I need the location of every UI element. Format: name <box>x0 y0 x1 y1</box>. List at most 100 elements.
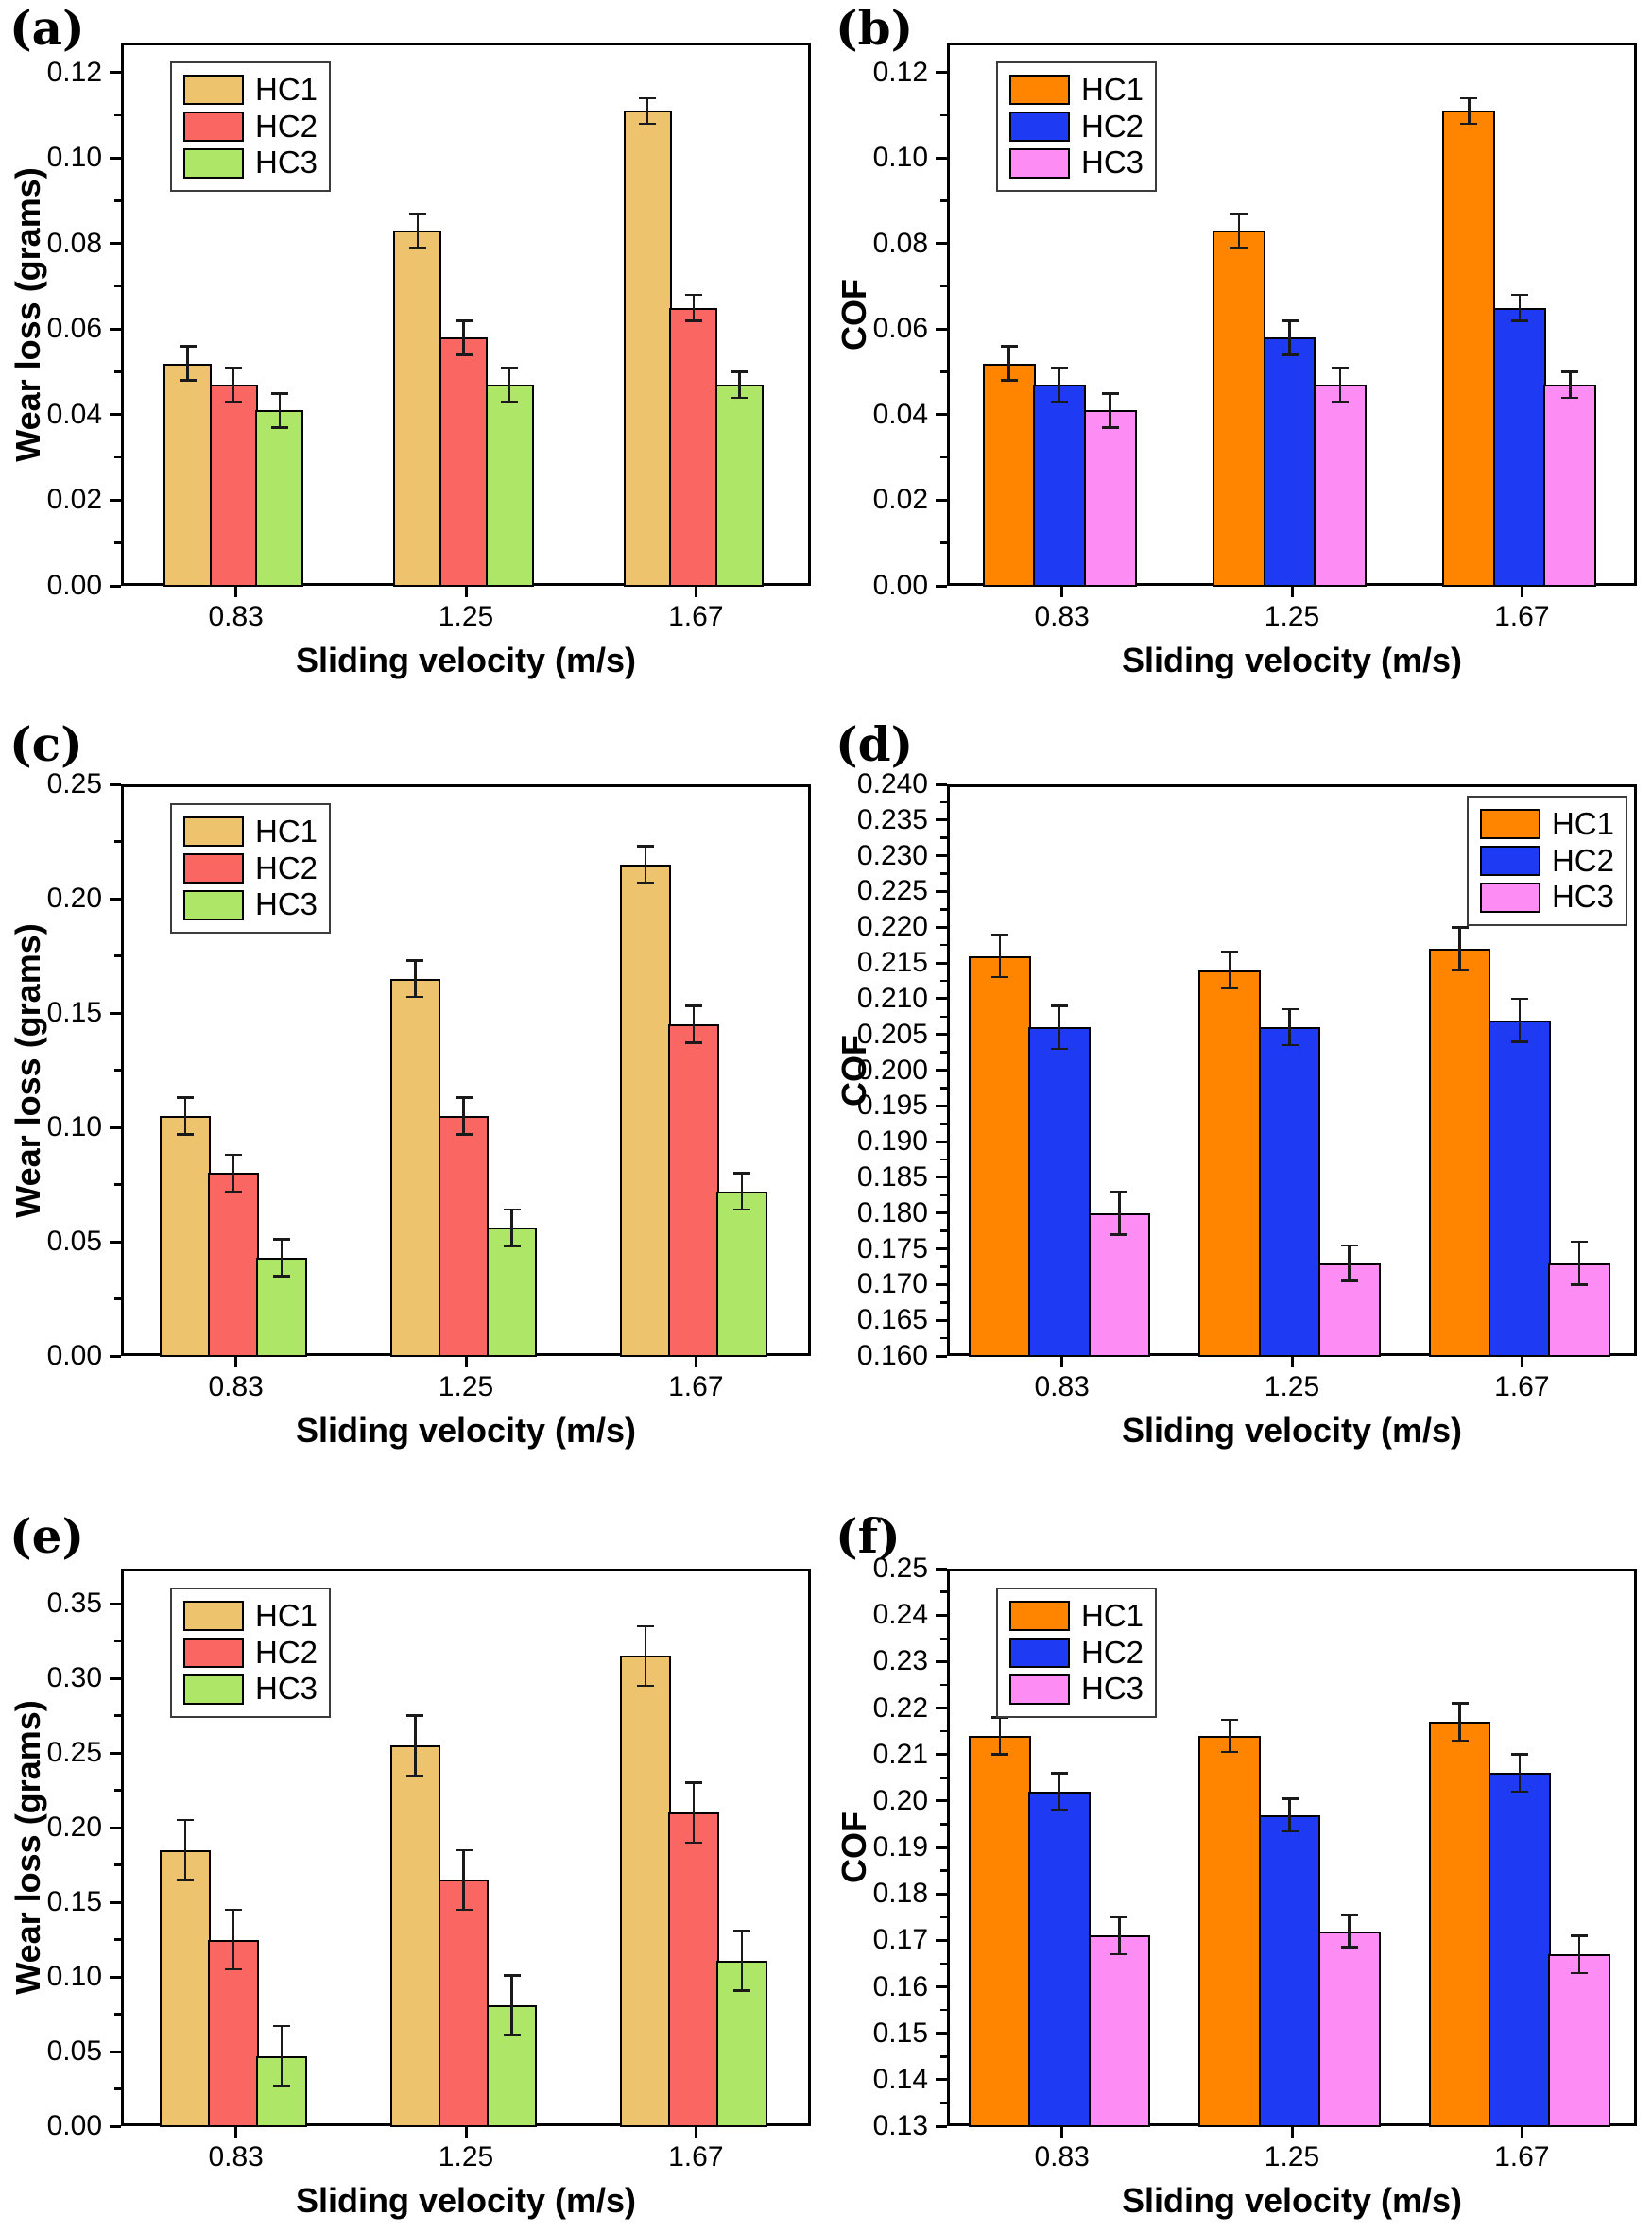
chart-panel-c: (c) 0.00 0.05 0.10 0.15 0.20 0.25 0.83 1.25 1.67 H… <box>0 699 826 1474</box>
y-axis-minor-tick <box>114 1863 121 1866</box>
y-tick-label: 0.165 <box>856 1304 928 1336</box>
y-axis-major-tick <box>110 242 121 246</box>
error-bar-cap-bottom <box>684 319 702 322</box>
error-bar-cap-top <box>1000 345 1018 348</box>
y-axis-major-tick <box>936 498 947 502</box>
error-bar-cap-bottom <box>639 122 657 126</box>
y-axis-minor-tick <box>940 1915 947 1918</box>
y-axis-major-tick <box>110 1900 121 1904</box>
panel-label: (f) <box>835 1508 901 1564</box>
error-bar-cap-bottom <box>455 353 473 356</box>
error-bar-cap-bottom <box>273 2085 291 2087</box>
bar-hc3-1.67 <box>716 1191 767 1357</box>
error-bar-cap-top <box>273 2024 291 2028</box>
legend-label: HC3 <box>255 886 318 922</box>
y-axis-minor-tick <box>940 800 947 804</box>
y-tick-label: 0.160 <box>856 1340 928 1371</box>
legend-entry-hc3: HC3 <box>1009 1673 1144 1706</box>
legend-swatch-hc3 <box>183 147 244 179</box>
y-axis-major-tick <box>110 1125 121 1129</box>
bar-hc3-0.83 <box>255 410 304 587</box>
error-bar-line <box>414 960 417 998</box>
bar-hc1-0.83 <box>160 1849 211 2127</box>
legend-swatch-hc3 <box>183 1674 244 1705</box>
y-axis-minor-tick <box>114 1297 121 1300</box>
error-bar-line <box>1458 1703 1461 1741</box>
bar-hc1-0.83 <box>969 1736 1031 2127</box>
error-bar-line <box>644 1625 647 1686</box>
y-tick-label: 0.210 <box>856 982 928 1014</box>
bar-hc1-0.83 <box>969 955 1031 1357</box>
error-bar-cap-bottom <box>455 1133 473 1136</box>
y-axis-minor-tick <box>114 1938 121 1941</box>
legend-swatch-hc2 <box>183 111 244 142</box>
error-bar-cap-bottom <box>990 975 1008 979</box>
legend-swatch-hc2 <box>1009 1637 1070 1668</box>
error-bar-line <box>1229 952 1231 988</box>
legend-label: HC2 <box>255 850 318 885</box>
bar-hc1-1.67 <box>1428 1722 1491 2127</box>
x-tick-label: 1.25 <box>1264 601 1320 632</box>
y-axis-major-tick <box>110 1826 121 1829</box>
bar-hc1-1.67 <box>1428 948 1491 1357</box>
error-bar-cap-bottom <box>177 1133 195 1136</box>
y-tick-label: 0.21 <box>872 1738 928 1770</box>
y-tick-label: 0.25 <box>46 768 102 799</box>
y-axis-major-tick <box>936 1892 947 1896</box>
y-axis-minor-tick <box>940 1301 947 1304</box>
error-bar-line <box>1338 368 1342 403</box>
chart-panel-b: (b) 0.00 0.02 0.04 0.06 0.08 0.10 0.12 0.83 1.25 1… <box>826 0 1652 699</box>
y-axis-major-tick <box>110 1602 121 1605</box>
error-bar-cap-bottom <box>1281 1043 1299 1047</box>
y-tick-label: 0.25 <box>872 1553 928 1584</box>
legend-label: HC3 <box>255 1671 318 1707</box>
y-tick-label: 0.00 <box>46 2110 102 2141</box>
error-bar-cap-bottom <box>732 1989 750 1992</box>
y-axis-minor-tick <box>940 1777 947 1779</box>
error-bar-cap-bottom <box>225 401 243 403</box>
error-bar-cap-top <box>684 293 702 297</box>
y-axis-major-tick <box>936 1799 947 1803</box>
error-bar-cap-bottom <box>636 1684 654 1688</box>
y-axis-major-tick <box>936 1567 947 1571</box>
y-tick-label: 0.240 <box>856 768 928 799</box>
panel-label: (a) <box>9 0 85 56</box>
x-axis-major-tick <box>1290 1356 1294 1367</box>
y-axis-minor-tick <box>114 2013 121 2016</box>
bar-hc3-1.67 <box>1548 1954 1610 2127</box>
y-axis-major-tick <box>936 1104 947 1107</box>
y-axis-major-tick <box>110 327 121 331</box>
y-axis-major-tick <box>936 1140 947 1143</box>
bar-hc1-0.83 <box>160 1115 211 1357</box>
legend-entry-hc2: HC2 <box>1009 1636 1144 1670</box>
y-axis-minor-tick <box>114 1069 121 1072</box>
y-tick-label: 0.20 <box>872 1784 928 1816</box>
bar-hc1-1.25 <box>389 1745 441 2127</box>
y-axis-minor-tick <box>940 284 947 288</box>
error-bar-cap-top <box>1221 951 1239 953</box>
bar-hc3-1.25 <box>485 385 534 587</box>
legend-swatch-hc2 <box>183 1637 244 1668</box>
y-axis-minor-tick <box>114 455 121 459</box>
y-axis-major-tick <box>936 71 947 75</box>
error-bar-line <box>645 97 649 124</box>
error-bar-cap-bottom <box>1110 1952 1128 1956</box>
y-tick-label: 0.15 <box>872 2017 928 2049</box>
y-axis-major-tick <box>110 156 121 160</box>
legend-label: HC3 <box>1081 1671 1144 1707</box>
y-axis-minor-tick <box>940 1637 947 1640</box>
error-bar-cap-bottom <box>455 1908 473 1912</box>
x-axis-major-tick <box>1520 1356 1523 1367</box>
y-axis-major-tick <box>936 1318 947 1322</box>
error-bar-cap-bottom <box>1221 987 1239 989</box>
error-bar-cap-top <box>636 845 654 848</box>
bar-hc2-1.25 <box>438 1115 490 1357</box>
bar-hc2-1.67 <box>1492 307 1546 587</box>
error-bar-cap-top <box>273 1238 291 1241</box>
bar-hc2-1.67 <box>1488 1020 1551 1357</box>
y-axis-major-tick <box>110 1676 121 1680</box>
legend-label: HC3 <box>1551 879 1614 915</box>
error-bar-cap-bottom <box>1510 319 1528 322</box>
error-bar-cap-top <box>1051 1772 1069 1775</box>
y-tick-label: 0.15 <box>46 997 102 1028</box>
